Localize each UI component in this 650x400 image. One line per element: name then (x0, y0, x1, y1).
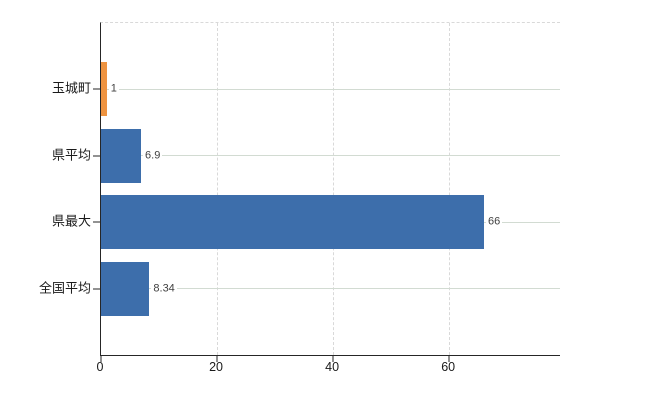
vertical-gridline (217, 23, 219, 355)
bar-value-label: 6.9 (143, 149, 163, 163)
category-label: 県最大 (51, 213, 91, 229)
x-axis-tick (332, 356, 334, 362)
x-axis-tick (100, 356, 102, 362)
bar-県平均 (101, 128, 142, 183)
horizontal-gridline (101, 288, 560, 290)
y-axis-category-labels: 玉城町県平均県最大全国平均 (0, 22, 91, 354)
x-axis-tick-labels: 0 20 40 60 (96, 360, 559, 380)
horizontal-gridline (101, 155, 560, 157)
vertical-gridline (333, 23, 335, 355)
bar-玉城町 (101, 62, 107, 117)
category-label: 県平均 (51, 147, 91, 163)
y-axis-tick (93, 88, 101, 90)
x-axis-tick (216, 356, 218, 362)
x-tick-label: 20 (209, 360, 223, 374)
category-label: 全国平均 (38, 280, 91, 296)
x-axis-tick (448, 356, 450, 362)
bar-value-label: 66 (485, 215, 503, 229)
x-tick-label: 40 (325, 360, 340, 374)
y-axis-tick (93, 288, 101, 290)
vertical-gridline (449, 23, 451, 355)
bar-value-label: 8.34 (151, 282, 177, 296)
category-label: 玉城町 (51, 80, 91, 96)
x-tick-label: 0 (96, 360, 104, 374)
y-axis-tick (93, 221, 101, 223)
y-axis-tick (93, 155, 101, 157)
plot-area: 1 6.9 66 8.34 (93, 22, 560, 362)
bar-県最大 (101, 195, 484, 250)
bar-value-label: 1 (108, 82, 119, 96)
horizontal-gridline (101, 88, 560, 90)
bar-全国平均 (101, 261, 150, 316)
x-tick-label: 60 (441, 360, 456, 374)
